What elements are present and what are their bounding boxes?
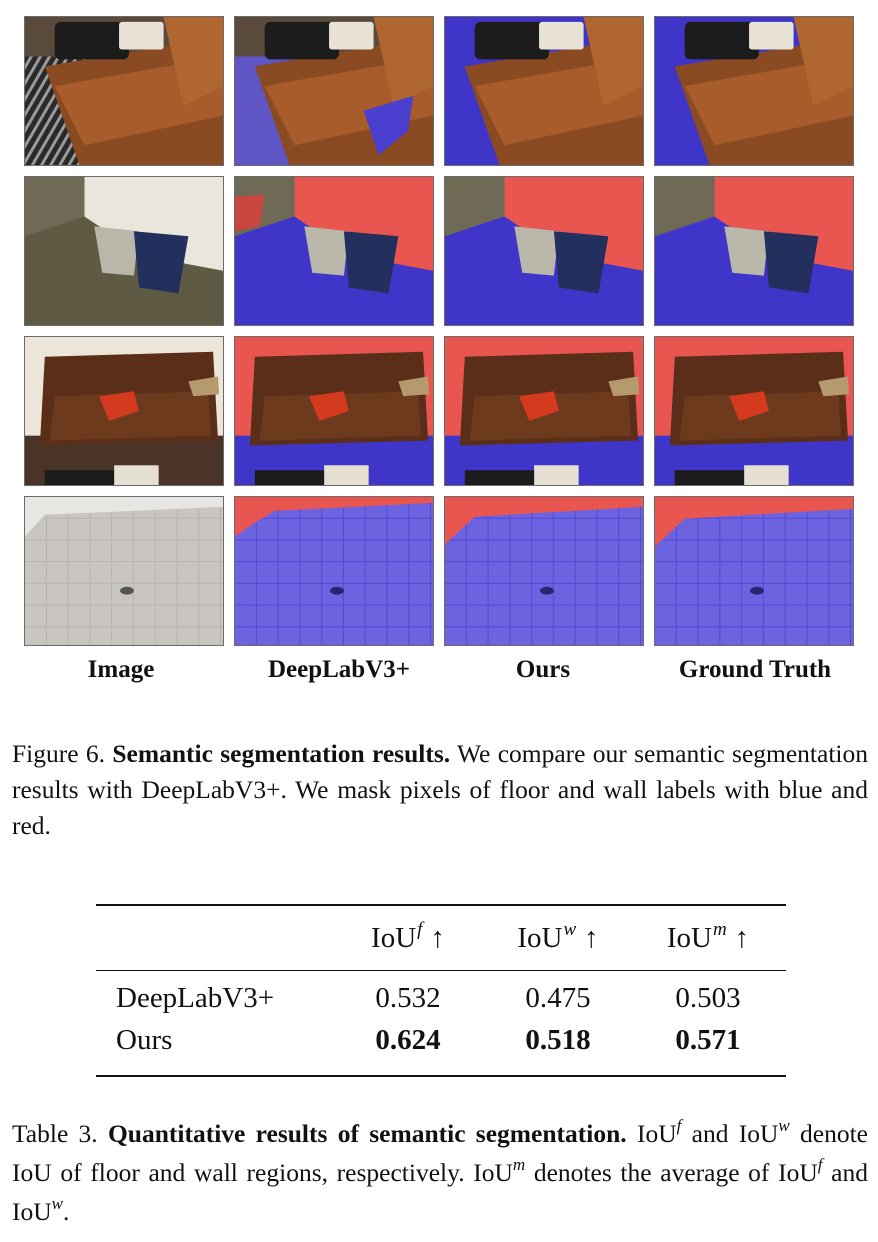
method-name: DeepLabV3+ <box>116 982 275 1014</box>
caption-sup: f <box>676 1116 682 1135</box>
row2-deeplab <box>234 176 434 326</box>
table-mid-rule <box>96 970 786 971</box>
row4-ground-truth <box>654 496 854 646</box>
row2-image <box>24 176 224 326</box>
table-row: DeepLabV3+ 0.532 0.475 0.503 <box>96 982 786 1022</box>
table-caption-label: Table 3. <box>12 1119 98 1148</box>
caption-sup: m <box>512 1155 526 1174</box>
figure-caption-title: Semantic segmentation results. <box>112 739 451 768</box>
table-caption: Table 3. Quantitative results of semanti… <box>12 1116 868 1233</box>
column-label-image: Image <box>87 656 155 683</box>
caption-sup: w <box>51 1194 64 1213</box>
row1-ours <box>444 16 644 166</box>
table-header-row: IoUf ↑ IoUw ↑ IoUm ↑ <box>96 919 786 962</box>
row1-deeplab <box>234 16 434 166</box>
table-bottom-rule <box>96 1075 786 1077</box>
value-iou-mean: 0.503 <box>675 982 741 1014</box>
caption-text: IoU <box>636 1119 677 1148</box>
figure-caption-label: Figure 6. <box>12 739 106 768</box>
row3-image <box>24 336 224 486</box>
header-iou-wall: IoUw ↑ <box>517 919 599 954</box>
row1-image <box>24 16 224 166</box>
figure-grid <box>24 16 856 646</box>
value-iou-wall: 0.475 <box>525 982 591 1014</box>
caption-text: . <box>63 1197 70 1226</box>
row2-ground-truth <box>654 176 854 326</box>
column-label-ground-truth: Ground Truth <box>678 656 832 683</box>
table-caption-title: Quantitative results of semantic segment… <box>107 1119 627 1148</box>
caption-text: and IoU <box>691 1119 779 1148</box>
row1-ground-truth <box>654 16 854 166</box>
method-name: Ours <box>116 1024 173 1056</box>
header-iou-floor: IoUf ↑ <box>371 919 445 954</box>
caption-text: and IoU <box>12 1158 868 1226</box>
value-iou-floor: 0.624 <box>375 1024 441 1056</box>
column-label-ours: Ours <box>515 656 571 683</box>
row2-ours <box>444 176 644 326</box>
caption-text: denote IoU of floor and wall regions, re… <box>12 1119 869 1187</box>
row3-deeplab <box>234 336 434 486</box>
header-iou-mean: IoUm ↑ <box>666 919 750 954</box>
value-iou-floor: 0.532 <box>375 982 441 1014</box>
value-iou-mean: 0.571 <box>675 1024 741 1056</box>
caption-text: denotes the average of IoU <box>533 1158 818 1187</box>
row3-ground-truth <box>654 336 854 486</box>
figure-caption: Figure 6. Semantic segmentation results.… <box>12 736 868 844</box>
row4-image <box>24 496 224 646</box>
value-iou-wall: 0.518 <box>525 1024 591 1056</box>
table-row: Ours 0.624 0.518 0.571 <box>96 1024 786 1064</box>
row4-deeplab <box>234 496 434 646</box>
caption-sup: w <box>778 1116 790 1135</box>
table-top-rule <box>96 904 786 906</box>
column-label-deeplab: DeepLabV3+ <box>267 656 411 683</box>
figure-caption-text: We compare our semantic segmentation res… <box>12 739 868 840</box>
row4-ours <box>444 496 644 646</box>
row3-ours <box>444 336 644 486</box>
caption-sup: f <box>817 1155 823 1174</box>
